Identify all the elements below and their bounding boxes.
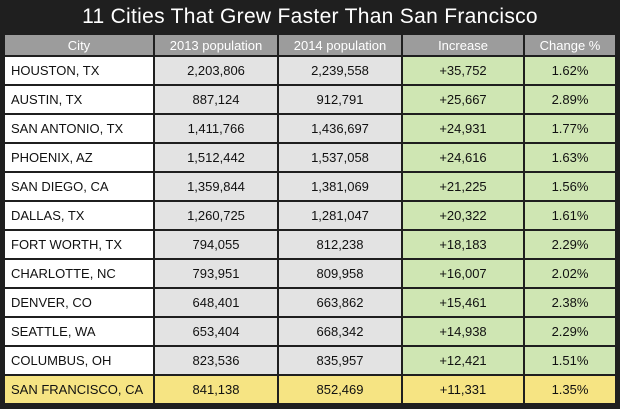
change-percent-cell: 1.62% [525, 57, 615, 84]
table-row: DALLAS, TX 1,260,725 1,281,047 +20,322 1.61% [5, 202, 615, 229]
increase-cell: +12,421 [403, 347, 523, 374]
table-row: SAN DIEGO, CA 1,359,844 1,381,069 +21,225 1.… [5, 173, 615, 200]
increase-cell: +20,322 [403, 202, 523, 229]
increase-cell: +24,931 [403, 115, 523, 142]
increase-cell: +35,752 [403, 57, 523, 84]
table-row: AUSTIN, TX 887,124 912,791 +25,667 2.89% [5, 86, 615, 113]
column-header-change-percent: Change % [525, 35, 615, 55]
city-cell: PHOENIX, AZ [5, 144, 153, 171]
city-cell: FORT WORTH, TX [5, 231, 153, 258]
change-percent-cell: 1.77% [525, 115, 615, 142]
change-percent-cell: 1.51% [525, 347, 615, 374]
population-2013-cell: 1,260,725 [155, 202, 277, 229]
population-2013-cell: 1,411,766 [155, 115, 277, 142]
change-percent-cell: 1.56% [525, 173, 615, 200]
increase-cell: +16,007 [403, 260, 523, 287]
city-cell: AUSTIN, TX [5, 86, 153, 113]
city-cell: HOUSTON, TX [5, 57, 153, 84]
column-header-2013-population: 2013 population [155, 35, 277, 55]
column-header-2014-population: 2014 population [279, 35, 401, 55]
population-2014-cell: 668,342 [279, 318, 401, 345]
table-row: PHOENIX, AZ 1,512,442 1,537,058 +24,616 1.63… [5, 144, 615, 171]
population-2014-cell: 2,239,558 [279, 57, 401, 84]
population-table: City 2013 population 2014 population Inc… [3, 33, 617, 405]
change-percent-cell: 2.29% [525, 231, 615, 258]
population-2013-cell: 1,359,844 [155, 173, 277, 200]
population-2014-cell: 809,958 [279, 260, 401, 287]
change-percent-cell: 2.38% [525, 289, 615, 316]
population-2014-cell: 663,862 [279, 289, 401, 316]
increase-cell: +11,331 [403, 376, 523, 403]
increase-cell: +25,667 [403, 86, 523, 113]
city-cell: SAN FRANCISCO, CA [5, 376, 153, 403]
population-2014-cell: 835,957 [279, 347, 401, 374]
table-row: FORT WORTH, TX 794,055 812,238 +18,183 2.29% [5, 231, 615, 258]
city-cell: COLUMBUS, OH [5, 347, 153, 374]
change-percent-cell: 2.29% [525, 318, 615, 345]
table-row: SAN ANTONIO, TX 1,411,766 1,436,697 +24,931… [5, 115, 615, 142]
change-percent-cell: 1.63% [525, 144, 615, 171]
population-2013-cell: 653,404 [155, 318, 277, 345]
table-row: CHARLOTTE, NC 793,951 809,958 +16,007 2.02% [5, 260, 615, 287]
change-percent-cell: 2.02% [525, 260, 615, 287]
population-2013-cell: 1,512,442 [155, 144, 277, 171]
city-cell: DENVER, CO [5, 289, 153, 316]
population-2013-cell: 793,951 [155, 260, 277, 287]
population-2014-cell: 1,537,058 [279, 144, 401, 171]
table-row: COLUMBUS, OH 823,536 835,957 +12,421 1.51% [5, 347, 615, 374]
population-2013-cell: 648,401 [155, 289, 277, 316]
increase-cell: +15,461 [403, 289, 523, 316]
table-row: DENVER, CO 648,401 663,862 +15,461 2.38% [5, 289, 615, 316]
population-2014-cell: 812,238 [279, 231, 401, 258]
increase-cell: +21,225 [403, 173, 523, 200]
city-cell: SEATTLE, WA [5, 318, 153, 345]
column-header-city: City [5, 35, 153, 55]
city-cell: SAN ANTONIO, TX [5, 115, 153, 142]
population-2013-cell: 2,203,806 [155, 57, 277, 84]
header-row: City 2013 population 2014 population Inc… [5, 35, 615, 55]
change-percent-cell: 1.61% [525, 202, 615, 229]
chart-title: 11 Cities That Grew Faster Than San Fran… [82, 5, 538, 28]
increase-cell: +18,183 [403, 231, 523, 258]
population-2014-cell: 1,436,697 [279, 115, 401, 142]
population-2013-cell: 841,138 [155, 376, 277, 403]
table-row: SEATTLE, WA 653,404 668,342 +14,938 2.29% [5, 318, 615, 345]
population-2014-cell: 852,469 [279, 376, 401, 403]
population-2014-cell: 1,281,047 [279, 202, 401, 229]
increase-cell: +14,938 [403, 318, 523, 345]
change-percent-cell: 2.89% [525, 86, 615, 113]
increase-cell: +24,616 [403, 144, 523, 171]
population-2014-cell: 1,381,069 [279, 173, 401, 200]
city-cell: DALLAS, TX [5, 202, 153, 229]
city-cell: CHARLOTTE, NC [5, 260, 153, 287]
population-2014-cell: 912,791 [279, 86, 401, 113]
population-2013-cell: 794,055 [155, 231, 277, 258]
column-header-increase: Increase [403, 35, 523, 55]
change-percent-cell: 1.35% [525, 376, 615, 403]
population-2013-cell: 887,124 [155, 86, 277, 113]
table-row: SAN FRANCISCO, CA 841,138 852,469 +11,331 1.… [5, 376, 615, 403]
population-2013-cell: 823,536 [155, 347, 277, 374]
table-row: HOUSTON, TX 2,203,806 2,239,558 +35,752 1.62… [5, 57, 615, 84]
city-cell: SAN DIEGO, CA [5, 173, 153, 200]
